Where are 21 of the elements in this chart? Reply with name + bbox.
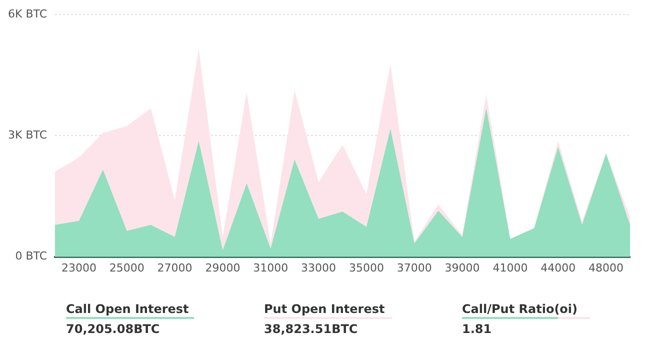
text: 1.81: [462, 322, 493, 336]
x-tick-label: 29000: [205, 261, 240, 274]
text: 38,823.51BTC: [264, 322, 359, 336]
x-tick-label: 48000: [588, 261, 624, 274]
x-tick-label: 39000: [444, 261, 480, 274]
text: Call/Put Ratio(oi): [462, 302, 590, 319]
y-tick-label: 3K BTC: [8, 128, 48, 142]
x-tick-label: 27000: [157, 261, 192, 274]
x-tick-label: 31000: [253, 261, 288, 274]
x-tick-label: 35000: [348, 261, 384, 274]
y-tick-label: 0 BTC: [15, 250, 48, 263]
x-tick-label: 37000: [396, 261, 432, 274]
y-tick-label: 6K BTC: [8, 7, 48, 20]
text: 70,205.08BTC: [66, 322, 161, 336]
x-tick-label: 23000: [61, 261, 96, 274]
text: Call Open Interest: [66, 302, 194, 319]
x-tick-label: 25000: [109, 261, 144, 274]
x-tick-label: 44000: [540, 261, 576, 274]
x-tick-label: 41000: [492, 261, 528, 274]
x-tick-label: 33000: [301, 261, 336, 274]
text: Put Open Interest: [264, 302, 392, 319]
